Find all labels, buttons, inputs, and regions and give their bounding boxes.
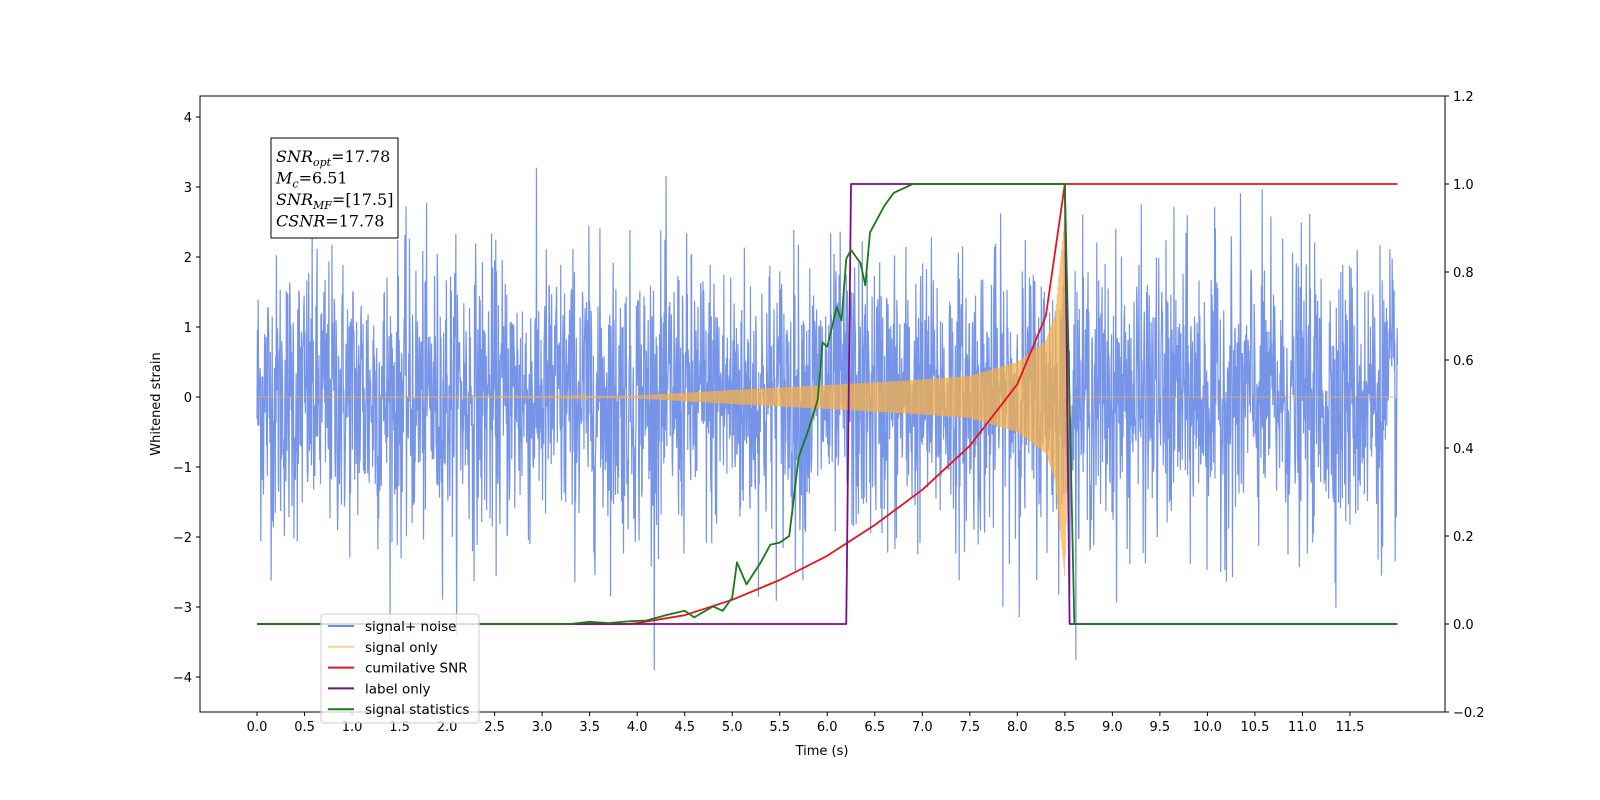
annotation-symbol: M bbox=[275, 169, 293, 188]
annotation-line: CSNR=17.78 bbox=[276, 212, 384, 231]
y-tick-label-left: −1 bbox=[173, 461, 192, 476]
y-tick-label-left: 0 bbox=[184, 391, 192, 406]
annotation-frame bbox=[270, 137, 399, 239]
y-tick-label-right: 0.0 bbox=[1453, 618, 1474, 633]
y-axis-label: Whitened strain bbox=[149, 352, 164, 455]
y-tick-label-left: 1 bbox=[184, 321, 192, 336]
y-tick-label-left: 4 bbox=[184, 111, 192, 126]
annotation-subscript: opt bbox=[313, 156, 332, 169]
x-tick-label: 1.5 bbox=[389, 720, 410, 735]
annotation-box: SNRopt=17.78Mc=6.51SNRMF=[17.5]CSNR=17.7… bbox=[270, 137, 399, 239]
annotation-subscript: MF bbox=[312, 199, 332, 212]
x-tick-label: 10.0 bbox=[1193, 720, 1222, 735]
annotation-line: Mc=6.51 bbox=[275, 169, 348, 191]
annotation-value: =17.78 bbox=[331, 147, 390, 166]
annotation-symbol: SNR bbox=[276, 147, 313, 166]
series-signal-noise bbox=[256, 167, 1399, 671]
x-tick-label: 2.0 bbox=[437, 720, 458, 735]
legend-frame bbox=[320, 613, 480, 724]
y-tick-label-left: 2 bbox=[184, 251, 192, 266]
x-tick-label: 7.5 bbox=[959, 720, 980, 735]
y-tick-label-right: 0.6 bbox=[1453, 354, 1474, 369]
annotation-symbol: SNR bbox=[276, 190, 313, 209]
annotation-value: =6.51 bbox=[299, 169, 348, 188]
annotation-subscript: c bbox=[292, 178, 298, 191]
annotation-line: SNRMF=[17.5] bbox=[276, 190, 393, 212]
legend-entry: cumilative SNR bbox=[365, 661, 468, 677]
series-cumilative-snr bbox=[257, 183, 1398, 625]
x-tick-label: 4.5 bbox=[674, 720, 695, 735]
x-axis-label: Time (s) bbox=[795, 744, 849, 759]
legend-entry: signal+ noise bbox=[365, 619, 456, 635]
y-tick-label-right: −0.2 bbox=[1453, 706, 1485, 721]
y-tick-label-left: −4 bbox=[173, 671, 192, 686]
x-tick-label: 3.5 bbox=[579, 720, 600, 735]
x-tick-label: 9.5 bbox=[1150, 720, 1171, 735]
x-tick-label: 9.0 bbox=[1102, 720, 1123, 735]
y-tick-label-left: 3 bbox=[184, 181, 192, 196]
y-tick-label-left: −3 bbox=[173, 601, 192, 616]
x-tick-label: 2.5 bbox=[484, 720, 505, 735]
y-tick-label-right: 1.0 bbox=[1453, 178, 1474, 193]
x-tick-label: 6.0 bbox=[817, 720, 838, 735]
y-axis-right: 1.2 1.0 0.8 0.6 0.4 0.2 0.0 −0.2 bbox=[1445, 90, 1485, 721]
x-tick-label: 3.0 bbox=[532, 720, 553, 735]
x-tick-label: 4.0 bbox=[627, 720, 648, 735]
x-tick-label: 5.0 bbox=[722, 720, 743, 735]
series-signal-only bbox=[257, 220, 1398, 576]
x-tick-label: 0.5 bbox=[294, 720, 315, 735]
series-signal-statistics bbox=[257, 183, 1398, 625]
x-tick-label: 10.5 bbox=[1240, 720, 1269, 735]
y-tick-label-left: −2 bbox=[173, 531, 192, 546]
legend-entry: label only bbox=[365, 681, 431, 697]
x-tick-label: 8.0 bbox=[1007, 720, 1028, 735]
x-tick-label: 11.0 bbox=[1288, 720, 1317, 735]
x-tick-label: 1.0 bbox=[342, 720, 363, 735]
annotation-value: =17.78 bbox=[325, 212, 384, 231]
x-axis: 0.0 0.5 1.0 1.5 2.0 2.5 3.0 3.5 4.0 4.5 5.0 5.5 6.0 6… bbox=[247, 712, 1364, 735]
legend-entry: signal only bbox=[365, 640, 438, 656]
annotation-value: =[17.5] bbox=[332, 190, 394, 209]
y-axis-left: 4 3 2 1 0 −1 −2 −3 −4 bbox=[173, 111, 200, 686]
legend: signal+ noise signal only cumilative SNR la… bbox=[320, 613, 480, 724]
x-tick-label: 6.5 bbox=[864, 720, 885, 735]
y-tick-label-right: 0.8 bbox=[1453, 266, 1474, 281]
x-tick-label: 5.5 bbox=[769, 720, 790, 735]
y-tick-label-right: 0.2 bbox=[1453, 530, 1474, 545]
x-tick-label: 8.5 bbox=[1055, 720, 1076, 735]
y-tick-label-right: 1.2 bbox=[1453, 90, 1474, 105]
plot-frame bbox=[199, 95, 1446, 713]
legend-entry: signal statistics bbox=[365, 702, 469, 718]
annotation-line: SNRopt=17.78 bbox=[276, 147, 390, 169]
x-tick-label: 11.5 bbox=[1335, 720, 1364, 735]
y-tick-label-right: 0.4 bbox=[1453, 442, 1474, 457]
annotation-symbol: CSNR bbox=[276, 212, 325, 231]
x-tick-label: 0.0 bbox=[247, 720, 268, 735]
x-tick-label: 7.0 bbox=[912, 720, 933, 735]
